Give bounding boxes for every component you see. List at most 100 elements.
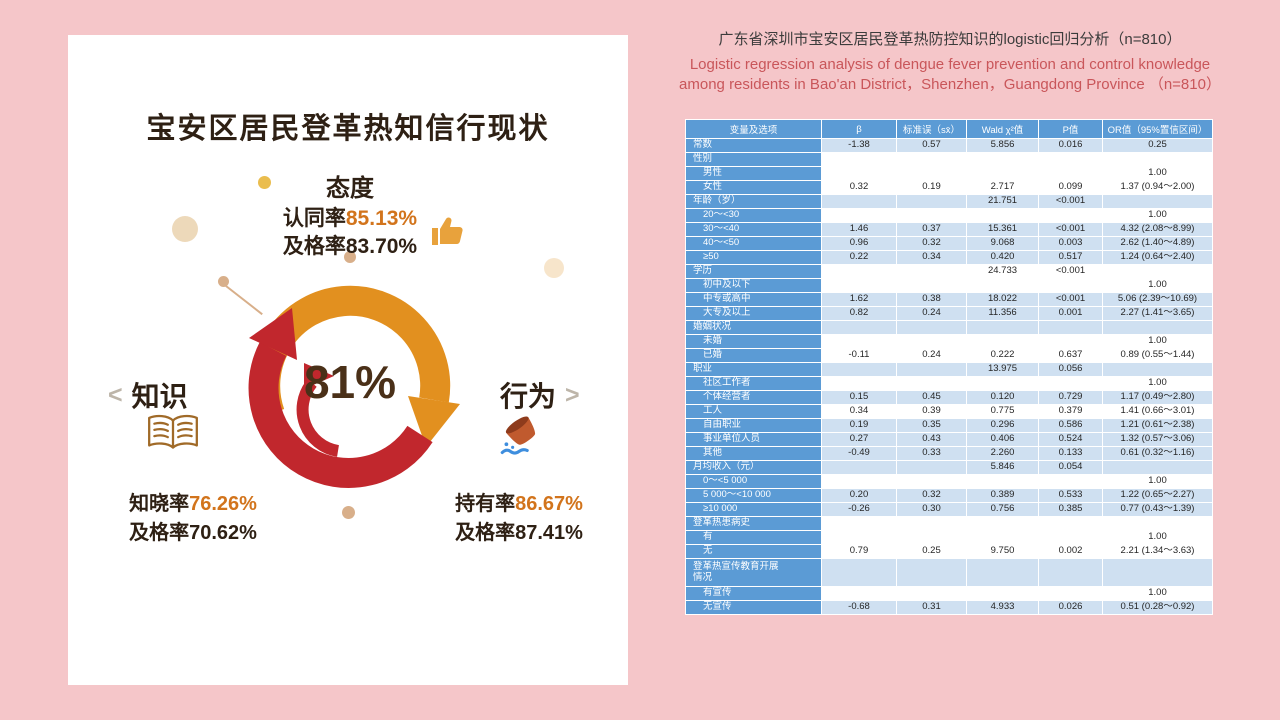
cell: 0.79 (821, 544, 897, 559)
table-row: ≥50 0.22 0.34 0.420 0.517 1.24 (0.64～2.40) (685, 250, 1213, 265)
analysis-title-en: Logistic regression analysis of dengue f… (679, 56, 1221, 93)
cell: -0.11 (821, 348, 897, 363)
cell: 4.32 (2.08～8.99) (1102, 222, 1213, 237)
row-label: 月均收入（元） (685, 460, 822, 475)
row-label: ≥10 000 (685, 502, 822, 517)
infographic-card: 宝安区居民登革热知信行现状 态度 认同率85.13% 及格率83.70% 81%… (68, 35, 628, 685)
cell: <0.001 (1038, 292, 1103, 307)
cell: 0.389 (966, 488, 1039, 503)
attitude-section: 态度 认同率85.13% 及格率83.70% (200, 168, 500, 262)
cell (821, 194, 897, 209)
cell: 0.89 (0.55～1.44) (1102, 348, 1213, 363)
table-row: 大专及以上 0.82 0.24 11.356 0.001 2.27 (1.41～3.65) (685, 306, 1213, 321)
cell (896, 516, 967, 531)
row-label: 登革热患病史 (685, 516, 822, 531)
red-arrow-segment (248, 342, 433, 488)
cell (896, 208, 967, 223)
cell (896, 264, 967, 279)
center-percentage: 81% (303, 356, 397, 408)
table-row: 已婚 -0.11 0.24 0.222 0.637 0.89 (0.55～1.44) (685, 348, 1213, 363)
row-label: 无 (685, 544, 822, 559)
row-label: ≥50 (685, 250, 822, 265)
connector-dot-bottom (342, 506, 355, 519)
cell (1038, 166, 1103, 181)
cell (966, 320, 1039, 335)
cell (821, 152, 897, 167)
cell (966, 208, 1039, 223)
cell (1102, 264, 1213, 279)
behavior-label: 行为 (500, 381, 557, 412)
row-label: 其他 (685, 446, 822, 461)
cell (1038, 516, 1103, 531)
cell: 2.62 (1.40～4.89) (1102, 236, 1213, 251)
cell: <0.001 (1038, 194, 1103, 209)
cell: 0.133 (1038, 446, 1103, 461)
cell: 1.21 (0.61～2.38) (1102, 418, 1213, 433)
cell (966, 166, 1039, 181)
cell: 0.27 (821, 432, 897, 447)
cell: 0.30 (896, 502, 967, 517)
cell: 0.222 (966, 348, 1039, 363)
column-header: 变量及选项 (685, 119, 822, 139)
table-row: 职业 13.975 0.056 (685, 362, 1213, 377)
row-label: 0～<5 000 (685, 474, 822, 489)
inner-arrow-segment (296, 379, 340, 457)
cell: -0.68 (821, 600, 897, 615)
cell: 0.25 (1102, 138, 1213, 153)
cell: 0.32 (896, 488, 967, 503)
cell (1038, 376, 1103, 391)
column-header: β (821, 119, 897, 139)
row-label: 无宣传 (685, 600, 822, 615)
table-row: 5 000～<10 000 0.20 0.32 0.389 0.533 1.22 (0.6… (685, 488, 1213, 503)
table-row: 有 1.00 (685, 530, 1213, 545)
cell (821, 362, 897, 377)
table-row: 有宣传 1.00 (685, 586, 1213, 601)
analysis-title-zh: 广东省深圳市宝安区居民登革热防控知识的logistic回归分析（n=810） (718, 31, 1182, 48)
cell: 1.46 (821, 222, 897, 237)
cell (1038, 586, 1103, 601)
row-label: 婚姻状况 (685, 320, 822, 335)
cell: 1.32 (0.57～3.06) (1102, 432, 1213, 447)
cell: 2.717 (966, 180, 1039, 195)
behavior-hold-line: 持有率86.67% (455, 493, 583, 515)
orange-arrow-head (408, 396, 460, 447)
row-label: 已婚 (685, 348, 822, 363)
behavior-section-label: 行为 > (500, 375, 580, 415)
left-chevron-icon: < (108, 380, 123, 409)
cell: 0.524 (1038, 432, 1103, 447)
cell: 1.00 (1102, 334, 1213, 349)
cell (896, 334, 967, 349)
cell: 24.733 (966, 264, 1039, 279)
knowledge-pass-line: 及格率70.62% (129, 522, 257, 544)
cell: 0.15 (821, 390, 897, 405)
cell: 0.19 (896, 180, 967, 195)
table-row: 事业单位人员 0.27 0.43 0.406 0.524 1.32 (0.57～3.06) (685, 432, 1213, 447)
cell: 5.856 (966, 138, 1039, 153)
cell (896, 460, 967, 475)
cell: 0.82 (821, 306, 897, 321)
cell: 13.975 (966, 362, 1039, 377)
row-label: 职业 (685, 362, 822, 377)
cell: 0.729 (1038, 390, 1103, 405)
decor-circle-1 (172, 216, 198, 242)
regression-table: 变量及选项 β 标准误（sx̄） Wald χ²值 P值 OR值（95%置信区间） 常数 -… (685, 119, 1213, 615)
cell (821, 530, 897, 545)
cell (896, 320, 967, 335)
cell (1102, 460, 1213, 475)
cell: 1.00 (1102, 208, 1213, 223)
table-row: ≥10 000 -0.26 0.30 0.756 0.385 0.77 (0.43～1.3… (685, 502, 1213, 517)
cell: 1.62 (821, 292, 897, 307)
row-label: 男性 (685, 166, 822, 181)
cell: 0.24 (896, 348, 967, 363)
table-row: 中专或高中 1.62 0.38 18.022 <0.001 5.06 (2.39～10.6… (685, 292, 1213, 307)
table-row: 30～<40 1.46 0.37 15.361 <0.001 4.32 (2.08～8.9… (685, 222, 1213, 237)
row-label: 40～<50 (685, 236, 822, 251)
cell: 0.39 (896, 404, 967, 419)
cell: 1.22 (0.65～2.27) (1102, 488, 1213, 503)
cell (966, 530, 1039, 545)
right-chevron-icon: > (565, 380, 580, 409)
row-label: 事业单位人员 (685, 432, 822, 447)
attitude-agree-line: 认同率85.13% (282, 207, 418, 230)
cell: 0.37 (896, 222, 967, 237)
row-label: 工人 (685, 404, 822, 419)
